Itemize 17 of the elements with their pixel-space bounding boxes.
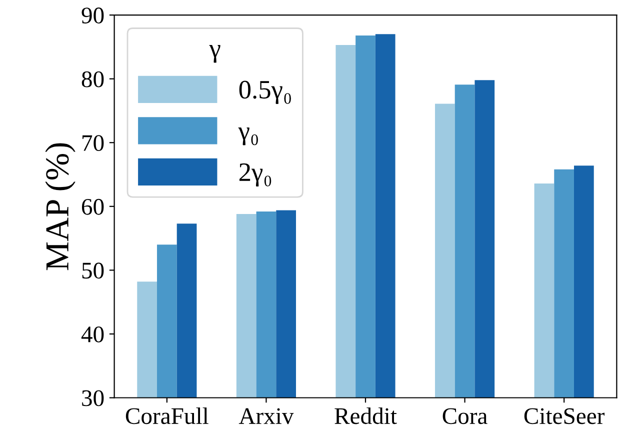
legend-label: 2γ₀ <box>239 163 272 186</box>
y-tick-label: 30 <box>82 390 104 406</box>
y-axis-title: MAP (%) <box>45 143 76 270</box>
x-tick-label: Cora <box>442 408 488 424</box>
legend-label: 0.5γ₀ <box>239 80 291 104</box>
y-tick-label: 80 <box>82 71 104 88</box>
x-tick-label: Reddit <box>334 407 397 424</box>
x-tick-label: CiteSeer <box>524 408 605 424</box>
y-tick-label: 70 <box>82 135 104 152</box>
y-tick-label: 60 <box>82 198 104 215</box>
y-tick-label: 90 <box>82 8 104 24</box>
y-tick-label: 40 <box>81 326 104 342</box>
legend-label: γ₀ <box>238 127 258 146</box>
y-tick-label: 50 <box>82 262 104 279</box>
x-tick-label: Arxiv <box>238 408 294 424</box>
legend-title: γ <box>209 44 220 63</box>
x-tick-label: CoraFull <box>126 407 208 424</box>
